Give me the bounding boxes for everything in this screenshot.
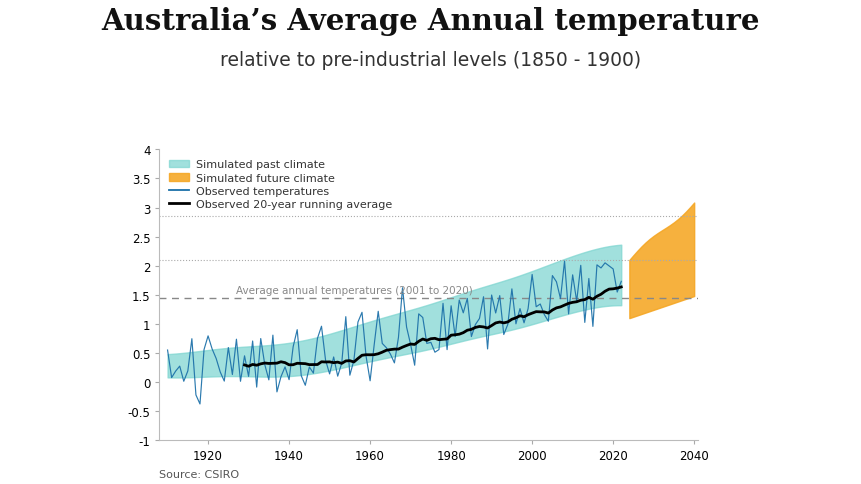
Text: relative to pre-industrial levels (1850 - 1900): relative to pre-industrial levels (1850 … bbox=[220, 51, 641, 70]
Text: Source: CSIRO: Source: CSIRO bbox=[159, 469, 239, 479]
Text: Average annual temperatures (2001 to 2020): Average annual temperatures (2001 to 202… bbox=[236, 285, 473, 295]
Legend: Simulated past climate, Simulated future climate, Observed temperatures, Observe: Simulated past climate, Simulated future… bbox=[164, 155, 396, 214]
Text: Australia’s Average Annual temperature: Australia’s Average Annual temperature bbox=[102, 7, 759, 36]
